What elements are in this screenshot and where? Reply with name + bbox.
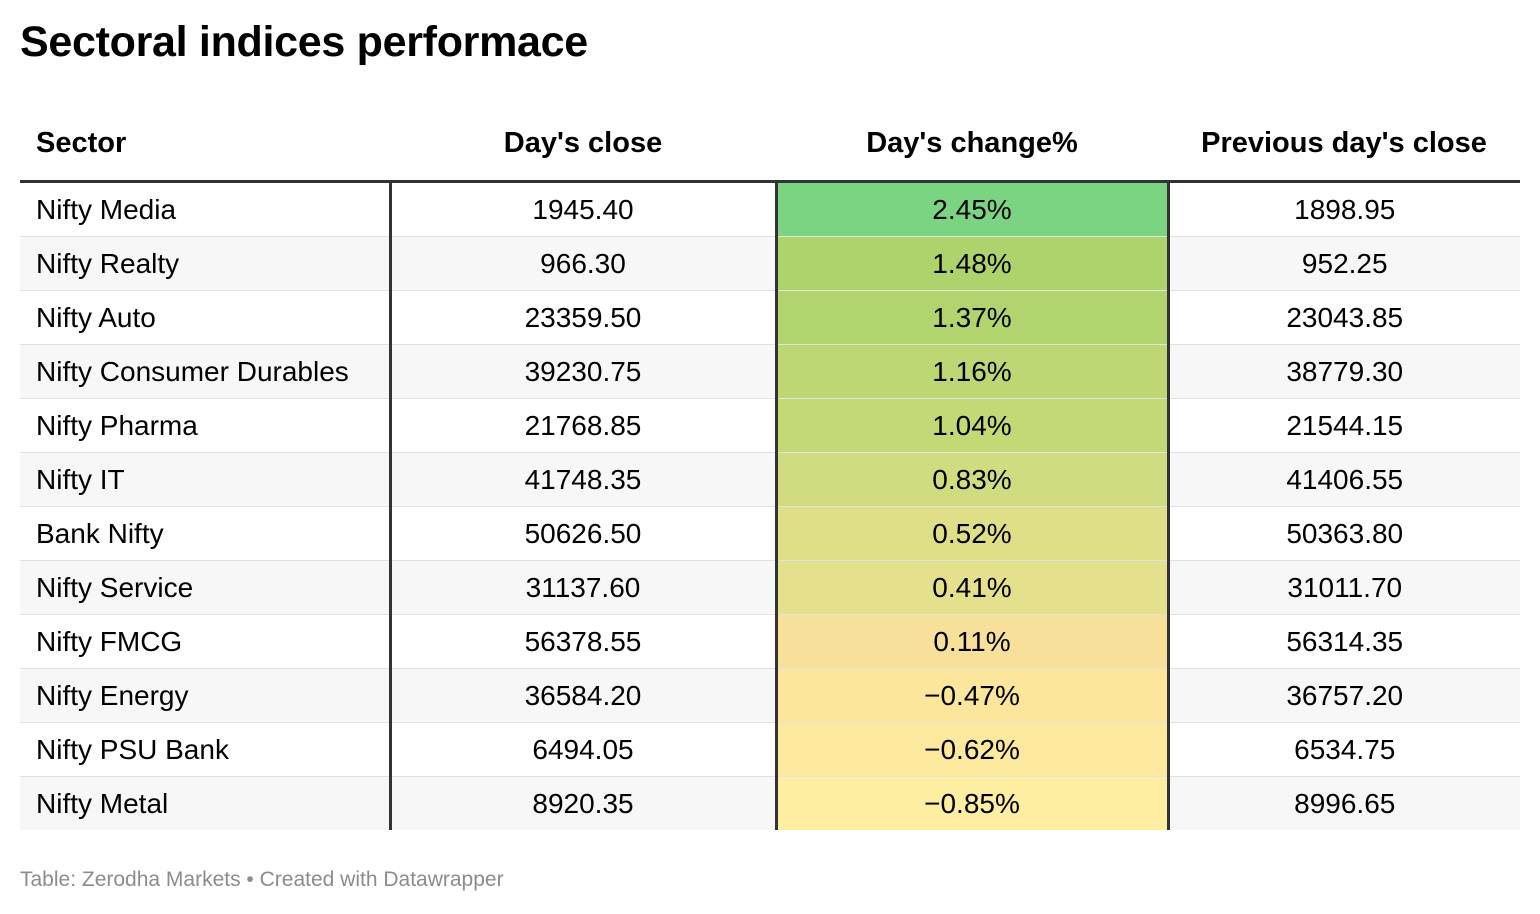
- cell-sector: Nifty Auto: [20, 290, 392, 345]
- cell-days-change: 2.45%: [776, 181, 1170, 237]
- cell-sector: Nifty Service: [20, 560, 392, 615]
- cell-sector: Nifty Pharma: [20, 398, 392, 453]
- cell-days-change: 0.41%: [776, 560, 1170, 615]
- cell-days-close: 36584.20: [390, 668, 778, 723]
- cell-days-close: 31137.60: [390, 560, 778, 615]
- cell-previous-close: 56314.35: [1168, 614, 1520, 669]
- cell-previous-close: 41406.55: [1168, 452, 1520, 507]
- cell-days-close: 23359.50: [390, 290, 778, 345]
- header-days-close: Day's close: [390, 106, 776, 183]
- cell-days-close: 41748.35: [390, 452, 778, 507]
- cell-days-close: 39230.75: [390, 344, 778, 399]
- header-previous-close: Previous day's close: [1168, 106, 1520, 183]
- cell-previous-close: 6534.75: [1168, 722, 1520, 777]
- cell-days-change: −0.62%: [776, 722, 1170, 777]
- table-row: Nifty Metal 8920.35 −0.85% 8996.65: [20, 776, 1520, 830]
- cell-days-change: −0.47%: [776, 668, 1170, 723]
- cell-days-close: 8920.35: [390, 776, 778, 830]
- header-days-change: Day's change%: [776, 106, 1168, 183]
- table-row: Nifty Media 1945.40 2.45% 1898.95: [20, 181, 1520, 237]
- cell-previous-close: 21544.15: [1168, 398, 1520, 453]
- table-body: Nifty Media 1945.40 2.45% 1898.95 Nifty Real…: [20, 181, 1520, 830]
- cell-days-change: −0.85%: [776, 776, 1170, 830]
- cell-previous-close: 36757.20: [1168, 668, 1520, 723]
- sector-table-container: Sector Day's close Day's change% Previou…: [20, 106, 1520, 830]
- cell-days-change: 0.83%: [776, 452, 1170, 507]
- chart-title: Sectoral indices performace: [20, 18, 588, 66]
- cell-sector: Nifty PSU Bank: [20, 722, 392, 777]
- table-row: Nifty PSU Bank 6494.05 −0.62% 6534.75: [20, 722, 1520, 777]
- cell-sector: Bank Nifty: [20, 506, 392, 561]
- cell-days-close: 966.30: [390, 236, 778, 291]
- cell-sector: Nifty Realty: [20, 236, 392, 291]
- cell-days-change: 0.52%: [776, 506, 1170, 561]
- cell-sector: Nifty Metal: [20, 776, 392, 830]
- cell-previous-close: 952.25: [1168, 236, 1520, 291]
- cell-days-change: 1.48%: [776, 236, 1170, 291]
- cell-sector: Nifty Energy: [20, 668, 392, 723]
- table-row: Nifty Realty 966.30 1.48% 952.25: [20, 236, 1520, 291]
- header-sector: Sector: [20, 106, 390, 183]
- table-row: Nifty Service 31137.60 0.41% 31011.70: [20, 560, 1520, 615]
- source-footer: Table: Zerodha Markets • Created with Da…: [20, 868, 504, 891]
- table-row: Nifty Pharma 21768.85 1.04% 21544.15: [20, 398, 1520, 453]
- table-header-row: Sector Day's close Day's change% Previou…: [20, 106, 1520, 183]
- cell-previous-close: 38779.30: [1168, 344, 1520, 399]
- table-row: Nifty IT 41748.35 0.83% 41406.55: [20, 452, 1520, 507]
- cell-days-change: 1.37%: [776, 290, 1170, 345]
- cell-sector: Nifty Media: [20, 181, 392, 237]
- cell-days-change: 1.04%: [776, 398, 1170, 453]
- cell-days-close: 21768.85: [390, 398, 778, 453]
- cell-days-close: 6494.05: [390, 722, 778, 777]
- cell-previous-close: 50363.80: [1168, 506, 1520, 561]
- cell-previous-close: 1898.95: [1168, 181, 1520, 237]
- cell-days-close: 50626.50: [390, 506, 778, 561]
- cell-previous-close: 23043.85: [1168, 290, 1520, 345]
- cell-previous-close: 31011.70: [1168, 560, 1520, 615]
- cell-sector: Nifty Consumer Durables: [20, 344, 392, 399]
- cell-days-change: 1.16%: [776, 344, 1170, 399]
- cell-previous-close: 8996.65: [1168, 776, 1520, 830]
- cell-days-close: 56378.55: [390, 614, 778, 669]
- table-row: Nifty Auto 23359.50 1.37% 23043.85: [20, 290, 1520, 345]
- table-row: Nifty FMCG 56378.55 0.11% 56314.35: [20, 614, 1520, 669]
- sector-performance-table: Sector Day's close Day's change% Previou…: [20, 106, 1520, 830]
- table-row: Nifty Consumer Durables 39230.75 1.16% 3877…: [20, 344, 1520, 399]
- cell-days-change: 0.11%: [776, 614, 1170, 669]
- cell-sector: Nifty IT: [20, 452, 392, 507]
- table-row: Nifty Energy 36584.20 −0.47% 36757.20: [20, 668, 1520, 723]
- table-row: Bank Nifty 50626.50 0.52% 50363.80: [20, 506, 1520, 561]
- cell-days-close: 1945.40: [390, 181, 778, 237]
- cell-sector: Nifty FMCG: [20, 614, 392, 669]
